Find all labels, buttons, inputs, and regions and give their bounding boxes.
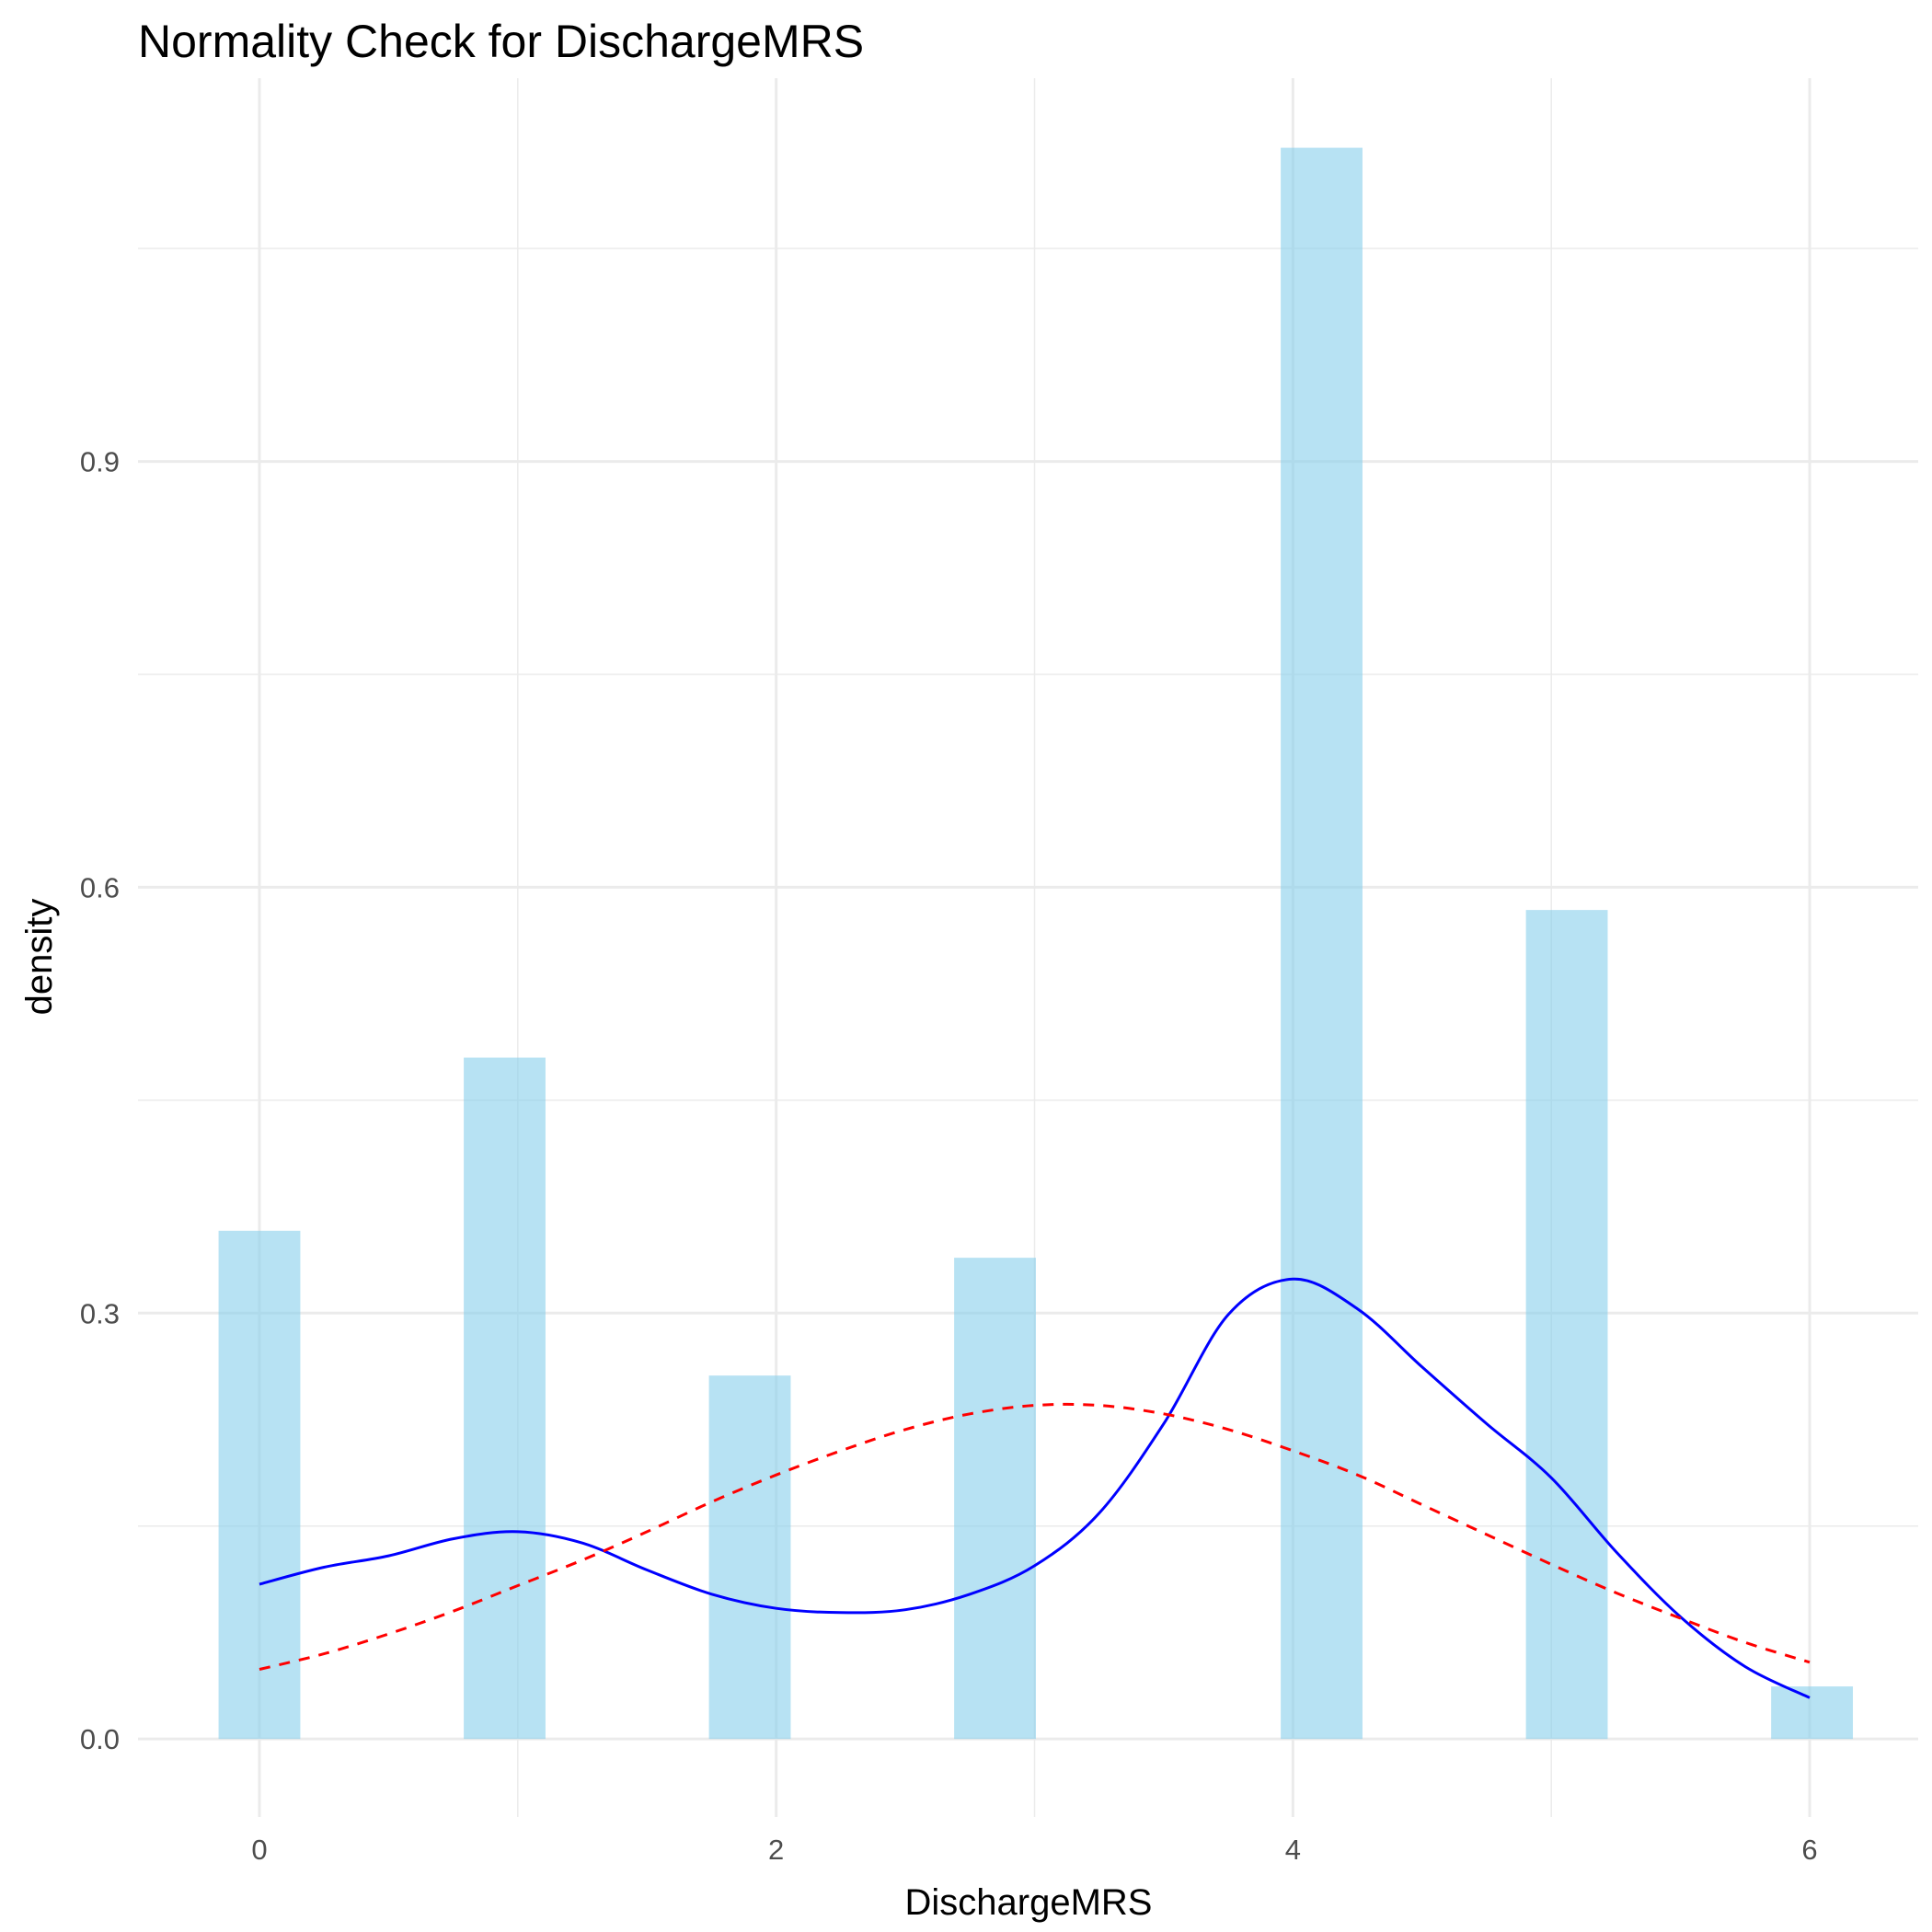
chart-title: Normality Check for DischargeMRS (138, 16, 864, 67)
histogram-bar (464, 1057, 546, 1740)
y-axis-label: density (19, 899, 60, 1016)
kde-density-line (259, 1277, 1811, 1699)
normal-density-line (259, 1402, 1811, 1671)
histogram-bar (708, 1375, 791, 1740)
y-tick-label: 0.0 (80, 1723, 120, 1755)
x-axis-label: DischargeMRS (905, 1882, 1153, 1923)
y-tick-label: 0.6 (80, 871, 120, 903)
histogram-bars (218, 147, 1854, 1740)
histogram-bar (218, 1230, 301, 1740)
tick-labels: 0 2 4 6 0.0 0.3 0.6 0.9 (80, 446, 1818, 1866)
x-tick-label: 2 (768, 1834, 784, 1866)
histogram-bar (1525, 910, 1608, 1740)
y-tick-label: 0.3 (80, 1297, 120, 1329)
histogram-bar (1771, 1686, 1854, 1740)
histogram-bar (1281, 147, 1363, 1740)
histogram-bar (954, 1258, 1036, 1740)
y-tick-label: 0.9 (80, 446, 120, 478)
x-tick-label: 6 (1801, 1834, 1817, 1866)
density-lines (259, 1277, 1811, 1699)
x-tick-label: 0 (251, 1834, 267, 1866)
x-tick-label: 4 (1285, 1834, 1301, 1866)
